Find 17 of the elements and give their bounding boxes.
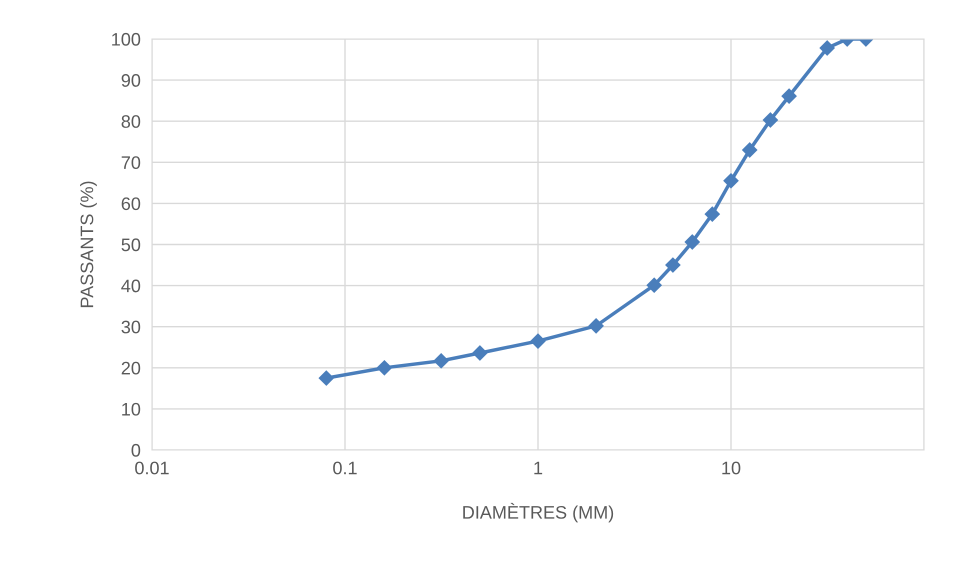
y-tick-label: 50: [122, 238, 140, 252]
x-tick-label: 1: [534, 462, 542, 474]
y-tick-label: 60: [122, 197, 140, 210]
y-tick-label: 90: [122, 74, 140, 87]
y-tick-label: 0: [132, 444, 140, 457]
y-tick-label: 30: [121, 320, 140, 334]
y-tick-label: 40: [121, 280, 140, 292]
x-tick-label: 0.01: [135, 462, 169, 474]
y-tick-label: 70: [122, 156, 140, 170]
y-tick-label: 100: [112, 32, 140, 46]
y-tick-label: 10: [122, 402, 140, 416]
x-tick-label: 0.1: [333, 462, 357, 474]
y-tick-label: 20: [122, 362, 140, 375]
y-tick-label: 80: [122, 115, 140, 128]
x-axis-title: DIAMÈTRES (MM): [463, 502, 614, 522]
y-axis-title: PASSANTS (%): [80, 182, 97, 308]
x-tick-label: 10: [722, 462, 740, 474]
